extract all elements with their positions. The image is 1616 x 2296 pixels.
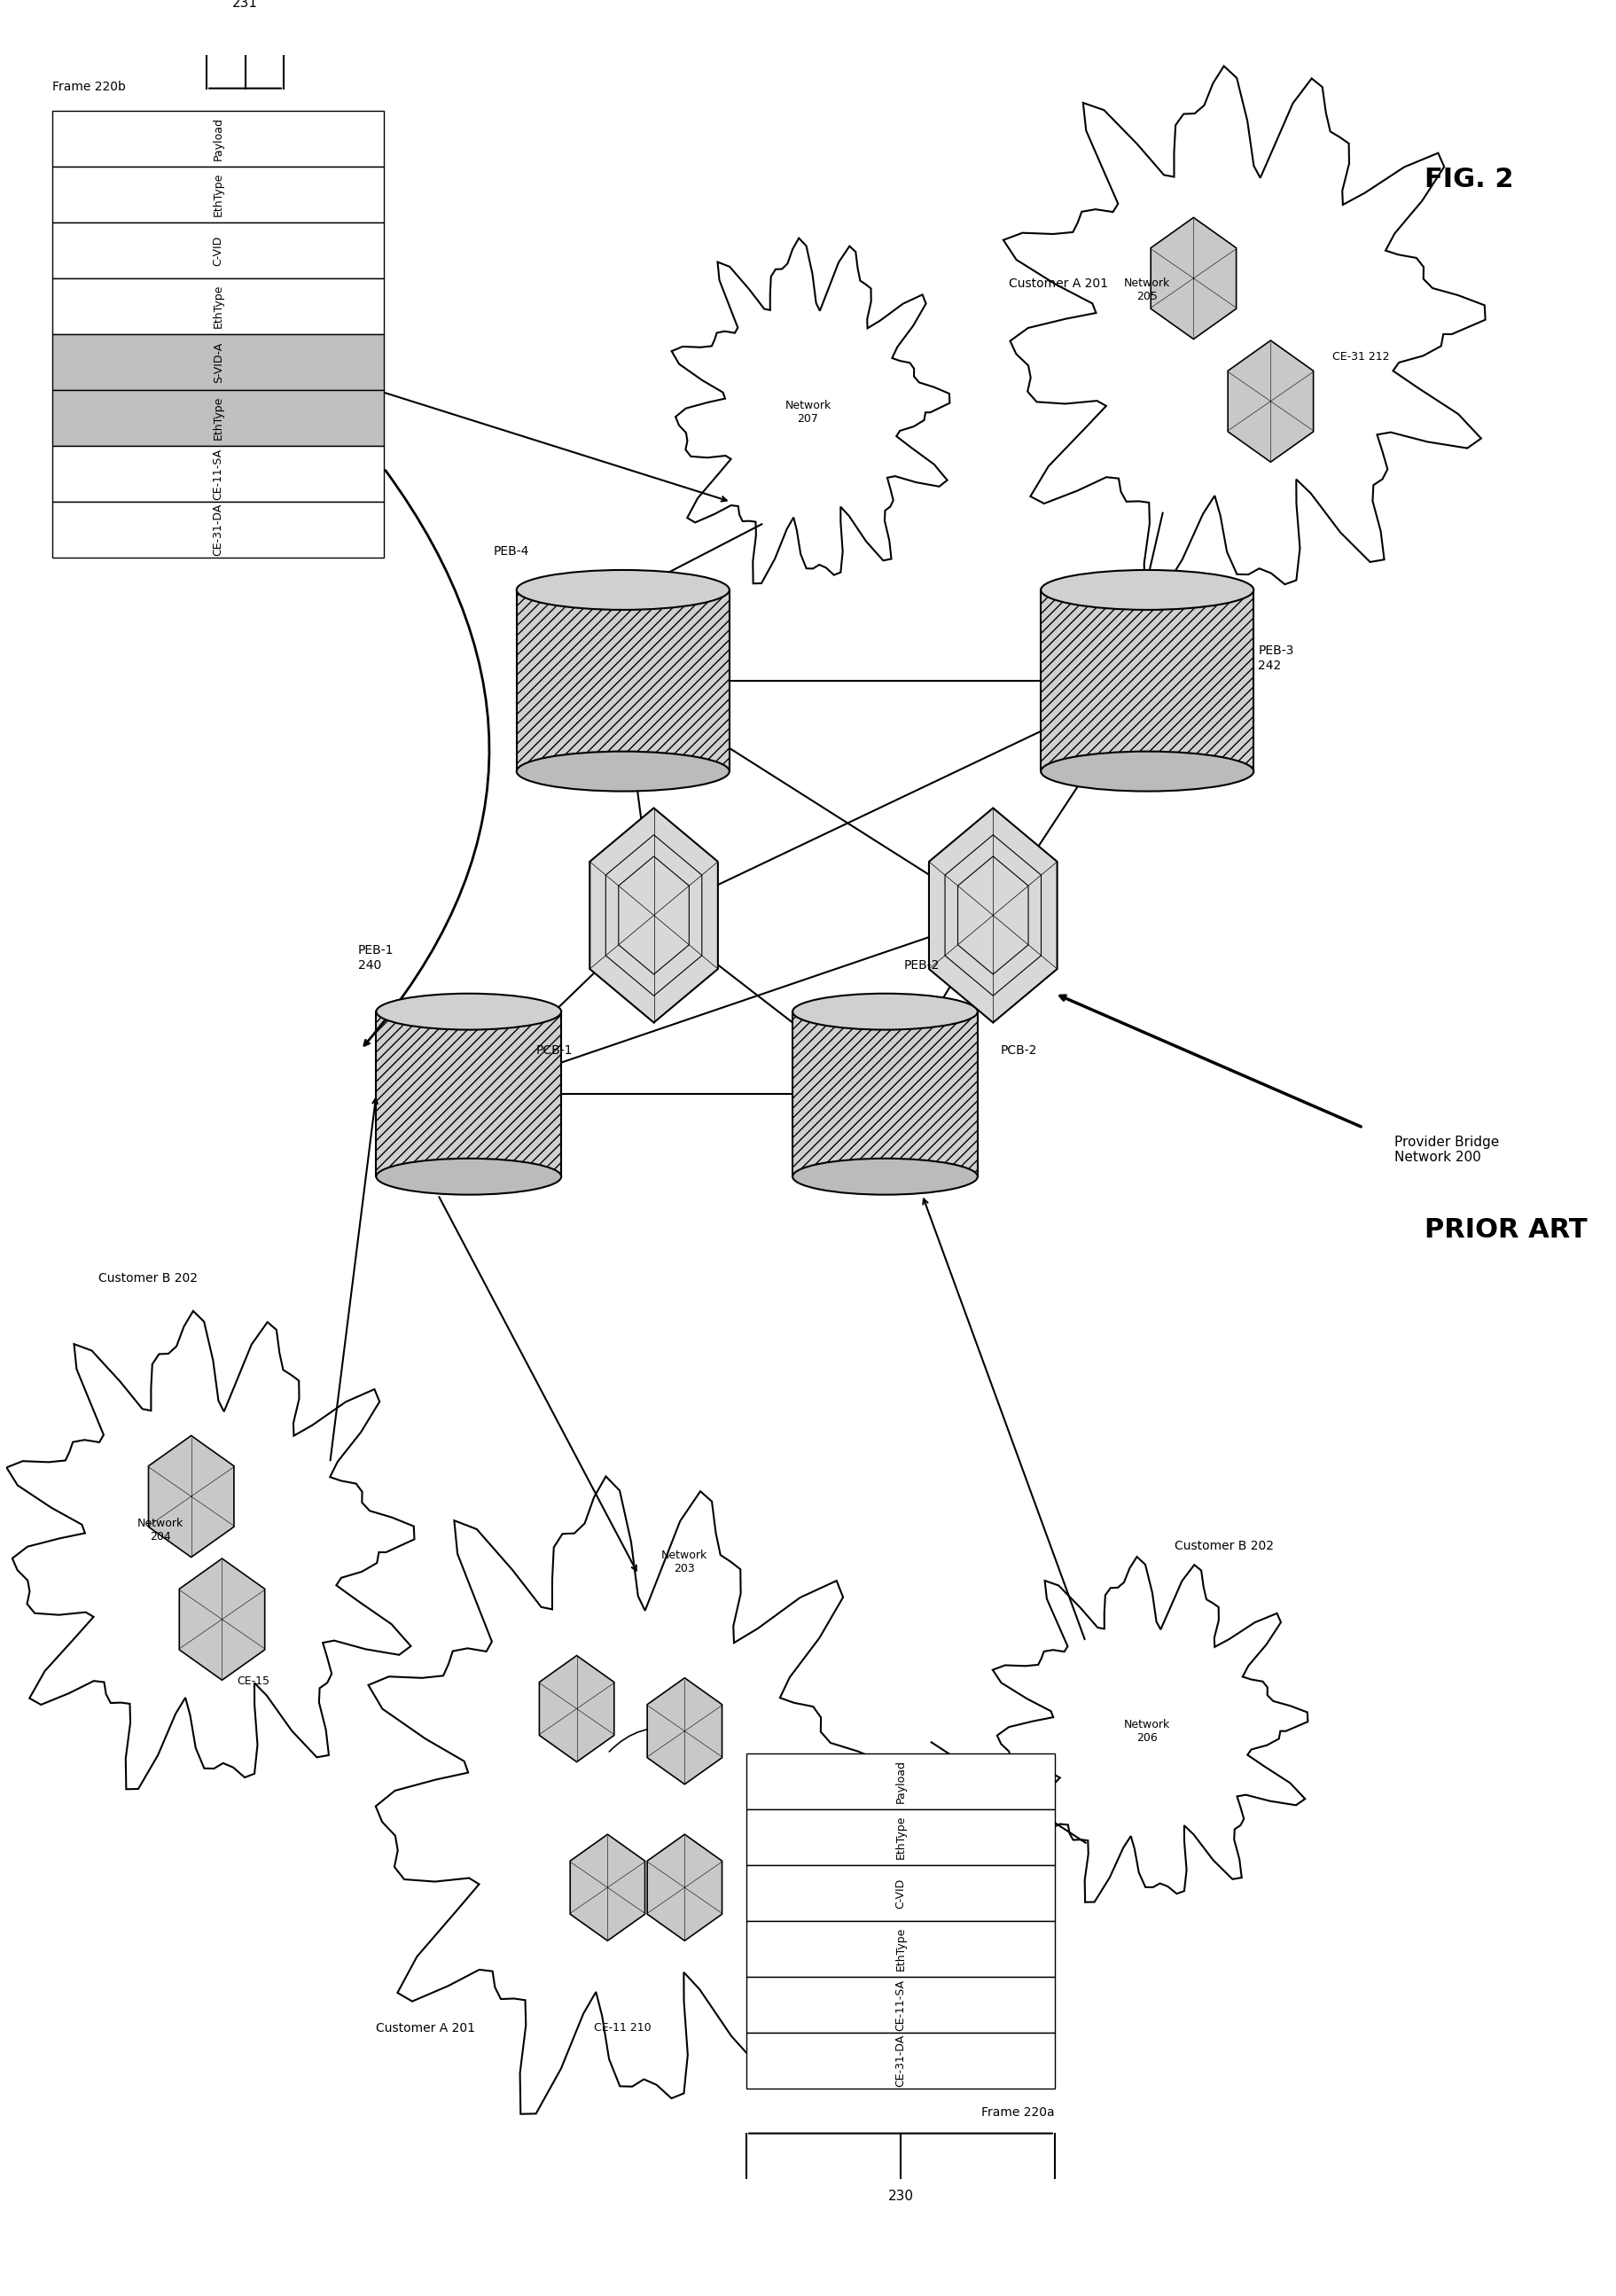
Text: PEB-2: PEB-2 [903, 960, 939, 971]
Text: Provider Bridge
Network 200: Provider Bridge Network 200 [1393, 1137, 1498, 1164]
FancyBboxPatch shape [747, 2032, 1054, 2089]
FancyBboxPatch shape [747, 1809, 1054, 1864]
FancyBboxPatch shape [52, 278, 383, 335]
Text: C-VID: C-VID [212, 234, 225, 266]
Text: Network
205: Network 205 [1123, 278, 1170, 301]
Text: EthType: EthType [894, 1926, 907, 1970]
FancyBboxPatch shape [52, 390, 383, 445]
Polygon shape [149, 1435, 234, 1557]
Polygon shape [590, 808, 718, 1022]
Text: Customer A 201: Customer A 201 [377, 2023, 475, 2034]
Text: CE-11-SA: CE-11-SA [894, 1979, 907, 2030]
Text: S-VID-A: S-VID-A [212, 342, 225, 383]
FancyBboxPatch shape [52, 445, 383, 503]
Text: 231: 231 [233, 0, 259, 9]
Text: C-VID: C-VID [894, 1878, 907, 1908]
FancyBboxPatch shape [747, 1864, 1054, 1922]
Polygon shape [368, 1476, 887, 2115]
Bar [1041, 590, 1252, 771]
Polygon shape [929, 808, 1057, 1022]
Text: CE-15: CE-15 [236, 1676, 270, 1688]
Text: PEB-4: PEB-4 [493, 544, 528, 558]
Polygon shape [540, 1655, 614, 1761]
Text: FIG. 2: FIG. 2 [1424, 168, 1513, 193]
Text: Payload: Payload [212, 117, 225, 161]
Text: CE-11-SA: CE-11-SA [212, 448, 225, 501]
Polygon shape [6, 1311, 414, 1789]
FancyBboxPatch shape [52, 335, 383, 390]
Polygon shape [646, 1835, 722, 1940]
FancyBboxPatch shape [52, 503, 383, 558]
Text: CE-31-DA: CE-31-DA [212, 503, 225, 556]
Text: Customer B 202: Customer B 202 [99, 1272, 197, 1283]
FancyBboxPatch shape [747, 1977, 1054, 2032]
Polygon shape [992, 1557, 1307, 1901]
Text: Frame 220b: Frame 220b [52, 80, 126, 92]
Text: Network
204: Network 204 [137, 1518, 184, 1543]
Polygon shape [570, 1835, 645, 1940]
Ellipse shape [516, 569, 729, 611]
FancyBboxPatch shape [52, 223, 383, 278]
Text: Network
206: Network 206 [1123, 1720, 1170, 1743]
Text: Customer B 202: Customer B 202 [1175, 1541, 1273, 1552]
Polygon shape [1227, 340, 1312, 461]
Polygon shape [646, 1678, 722, 1784]
Ellipse shape [377, 994, 561, 1029]
Text: Frame 220a: Frame 220a [981, 2105, 1054, 2119]
Polygon shape [1004, 67, 1485, 597]
Polygon shape [179, 1559, 265, 1681]
Ellipse shape [792, 1159, 978, 1194]
Text: EthType: EthType [212, 397, 225, 441]
Polygon shape [1151, 218, 1236, 340]
Text: CE-11 210: CE-11 210 [595, 2023, 651, 2034]
Text: EthType: EthType [894, 1816, 907, 1860]
Text: Customer A 201: Customer A 201 [1008, 278, 1107, 289]
Bar [377, 1013, 561, 1176]
Polygon shape [671, 239, 949, 583]
Ellipse shape [792, 994, 978, 1029]
Text: Payload: Payload [894, 1759, 907, 1802]
Text: EthType: EthType [212, 172, 225, 216]
Text: Network
203: Network 203 [661, 1550, 708, 1575]
Text: PRIOR ART: PRIOR ART [1424, 1217, 1587, 1242]
FancyBboxPatch shape [747, 1922, 1054, 1977]
Bar [792, 1013, 978, 1176]
Text: 230: 230 [887, 2190, 913, 2202]
Text: EthType: EthType [212, 285, 225, 328]
Ellipse shape [1041, 569, 1252, 611]
FancyBboxPatch shape [52, 168, 383, 223]
Bar [516, 590, 729, 771]
Ellipse shape [1041, 751, 1252, 792]
Ellipse shape [377, 1159, 561, 1194]
Text: CE-31 212: CE-31 212 [1332, 351, 1388, 363]
Text: Network
207: Network 207 [784, 400, 831, 425]
Text: PEB-3
242: PEB-3 242 [1257, 645, 1293, 673]
Text: PCB-2: PCB-2 [1000, 1045, 1036, 1056]
Text: PCB-1: PCB-1 [535, 1045, 572, 1056]
FancyBboxPatch shape [52, 110, 383, 168]
Text: PEB-1
240: PEB-1 240 [357, 944, 393, 971]
Text: CE-31-DA: CE-31-DA [894, 2034, 907, 2087]
FancyBboxPatch shape [747, 1754, 1054, 1809]
Ellipse shape [516, 751, 729, 792]
